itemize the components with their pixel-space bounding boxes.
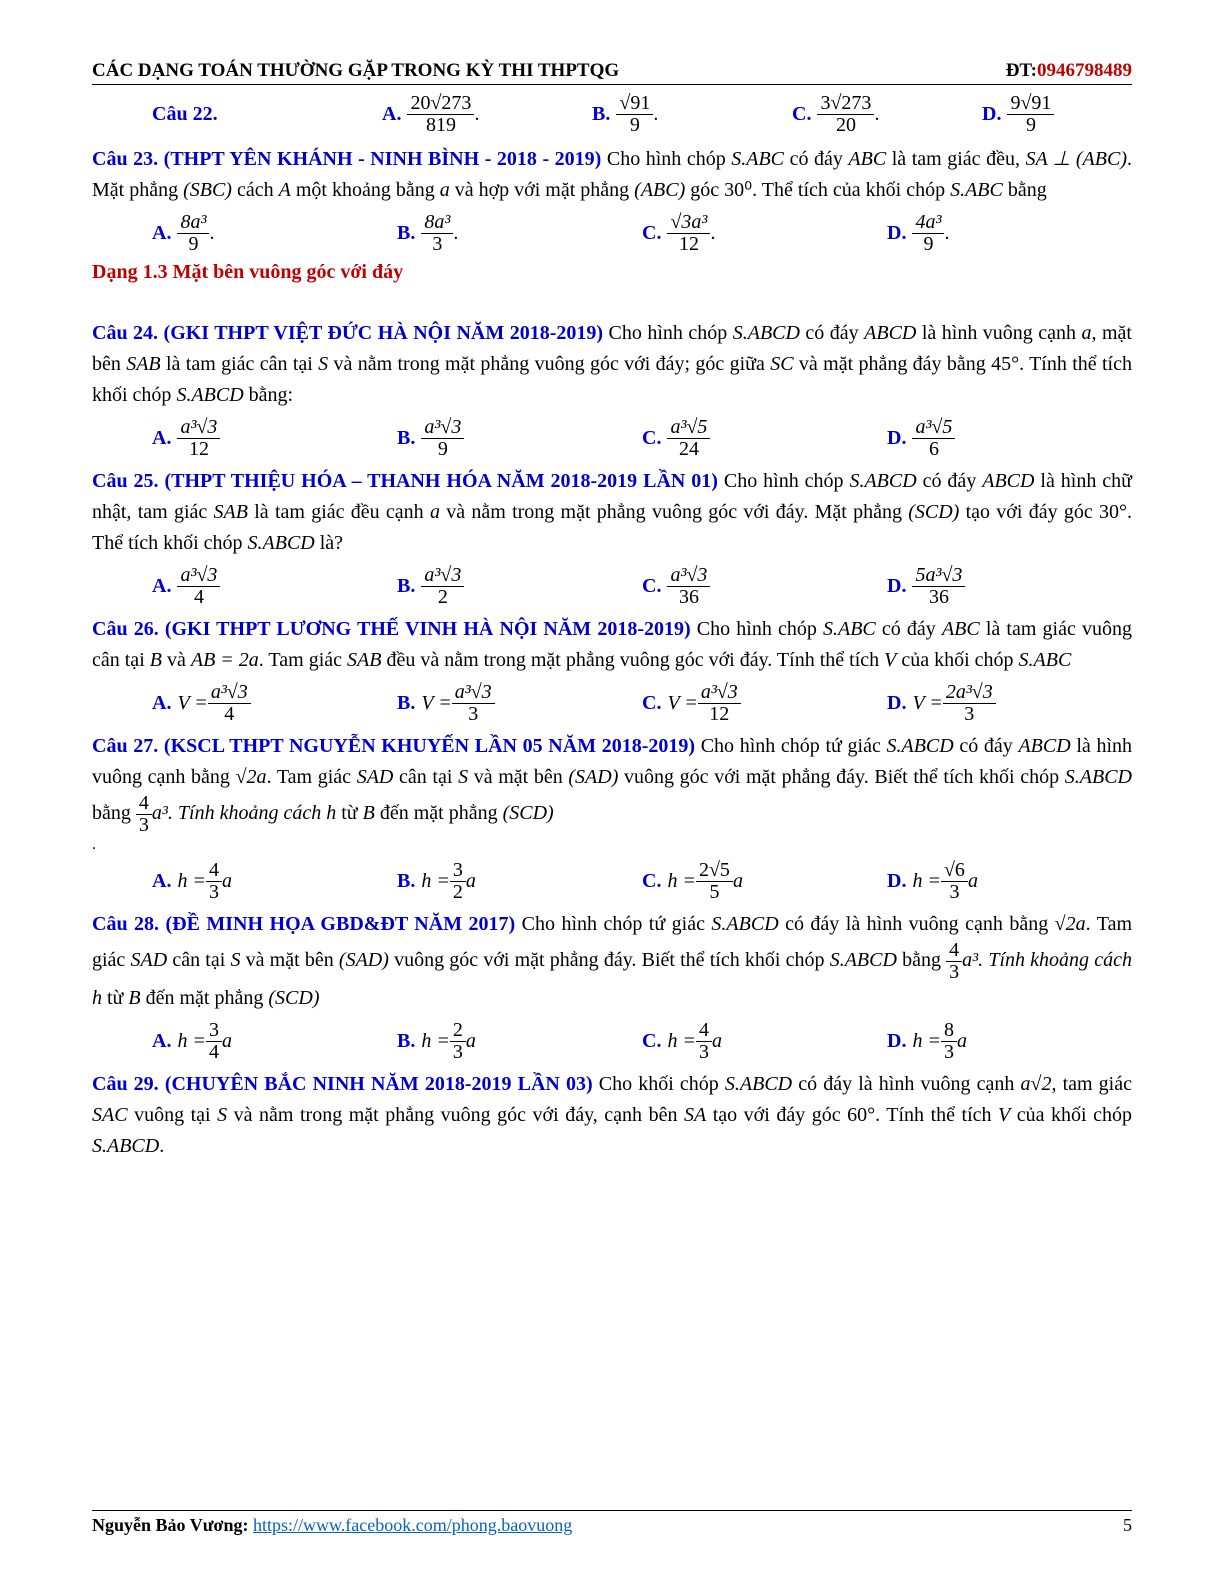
q23-opt-d: D.4a³9. xyxy=(887,212,1132,255)
q23-opt-c: C.√3a³12. xyxy=(642,212,887,255)
question-27: Câu 27. (KSCL THPT NGUYỄN KHUYẾN LẦN 05 … xyxy=(92,731,1132,836)
footer-link[interactable]: https://www.facebook.com/phong.baovuong xyxy=(253,1515,572,1535)
q23-opt-b: B.8a³3. xyxy=(397,212,642,255)
page-header: CÁC DẠNG TOÁN THƯỜNG GẶP TRONG KỲ THI TH… xyxy=(92,60,1132,85)
question-22: Câu 22. A. 20√273819. B. √919. C. 3√2732… xyxy=(92,93,1132,136)
section-heading: Dạng 1.3 Mặt bên vuông góc với đáy xyxy=(92,261,1132,284)
footer-author: Nguyễn Bảo Vương: https://www.facebook.c… xyxy=(92,1515,572,1536)
q26-options: A.V = a³√34 B.V = a³√33 C.V = a³√312 D.V… xyxy=(152,682,1132,725)
footer-page-number: 5 xyxy=(1123,1515,1132,1536)
q28-options: A.h = 34a B.h = 23a C.h = 43a D.h = 83a xyxy=(152,1020,1132,1063)
q25-options: A.a³√34 B.a³√32 C.a³√336 D.5a³√336 xyxy=(152,565,1132,608)
header-title: CÁC DẠNG TOÁN THƯỜNG GẶP TRONG KỲ THI TH… xyxy=(92,60,619,82)
page: CÁC DẠNG TOÁN THƯỜNG GẶP TRONG KỲ THI TH… xyxy=(0,0,1224,1584)
q23-options: A.8a³9. B.8a³3. C.√3a³12. D.4a³9. xyxy=(152,212,1132,255)
q27-options: A.h = 43a B.h = 32a C.h = 2√55a D.h = √6… xyxy=(152,860,1132,903)
question-23: Câu 23. (THPT YÊN KHÁNH - NINH BÌNH - 20… xyxy=(92,144,1132,206)
q22-label: Câu 22. xyxy=(92,103,382,126)
q24-options: A.a³√312 B.a³√39 C.a³√524 D.a³√56 xyxy=(152,417,1132,460)
q22-opt-d: D. 9√919 xyxy=(982,93,1054,136)
question-26: Câu 26. (GKI THPT LƯƠNG THẾ VINH HÀ NỘI … xyxy=(92,614,1132,676)
question-25: Câu 25. (THPT THIỆU HÓA – THANH HÓA NĂM … xyxy=(92,466,1132,559)
q22-opt-c: C. 3√27320. xyxy=(792,93,982,136)
question-29: Câu 29. (CHUYÊN BẮC NINH NĂM 2018-2019 L… xyxy=(92,1069,1132,1162)
q22-opt-a: A. 20√273819. xyxy=(382,93,592,136)
q23-opt-a: A.8a³9. xyxy=(152,212,397,255)
question-28: Câu 28. (ĐỀ MINH HỌA GBD&ĐT NĂM 2017) Ch… xyxy=(92,909,1132,1014)
q22-opt-b: B. √919. xyxy=(592,93,792,136)
question-24: Câu 24. (GKI THPT VIỆT ĐỨC HÀ NỘI NĂM 20… xyxy=(92,318,1132,411)
header-phone: ĐT:0946798489 xyxy=(1006,60,1132,82)
page-footer: Nguyễn Bảo Vương: https://www.facebook.c… xyxy=(92,1510,1132,1536)
